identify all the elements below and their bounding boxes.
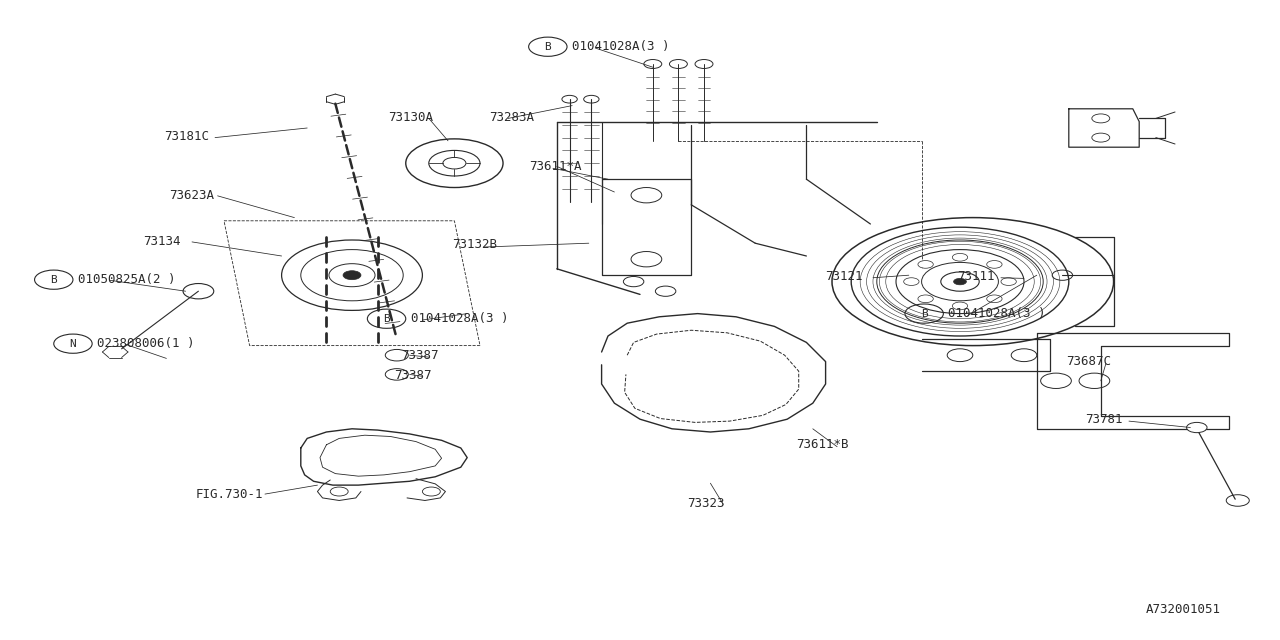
Text: 73323: 73323: [687, 497, 724, 509]
Text: 73134: 73134: [143, 236, 180, 248]
Circle shape: [987, 295, 1002, 303]
Circle shape: [1001, 278, 1016, 285]
Text: 73111: 73111: [957, 270, 995, 283]
Text: 01041028A(3 ): 01041028A(3 ): [411, 312, 508, 325]
Text: B: B: [50, 275, 58, 285]
Circle shape: [954, 278, 966, 285]
Text: 73687C: 73687C: [1066, 355, 1111, 368]
Text: 01041028A(3 ): 01041028A(3 ): [948, 307, 1046, 320]
Text: 73781: 73781: [1085, 413, 1123, 426]
Circle shape: [987, 260, 1002, 268]
Circle shape: [952, 253, 968, 261]
Text: A732001051: A732001051: [1146, 603, 1221, 616]
Text: N: N: [69, 339, 77, 349]
Text: FIG.730-1: FIG.730-1: [196, 488, 264, 500]
Text: 73623A: 73623A: [169, 189, 214, 202]
Text: 023808006(1 ): 023808006(1 ): [97, 337, 195, 350]
Text: 73387: 73387: [394, 369, 431, 381]
Circle shape: [1187, 422, 1207, 433]
Text: 73132B: 73132B: [452, 238, 497, 251]
Text: 73181C: 73181C: [164, 130, 209, 143]
Text: 73611*B: 73611*B: [796, 438, 849, 451]
Text: B: B: [544, 42, 552, 52]
Text: 01050825A(2 ): 01050825A(2 ): [78, 273, 175, 286]
Circle shape: [904, 278, 919, 285]
Text: 73121: 73121: [826, 270, 863, 283]
Text: 01041028A(3 ): 01041028A(3 ): [572, 40, 669, 53]
Circle shape: [952, 302, 968, 310]
Text: B: B: [383, 314, 390, 324]
Text: 73611*A: 73611*A: [529, 160, 581, 173]
Text: 73130A: 73130A: [388, 111, 433, 124]
Circle shape: [343, 271, 361, 280]
Circle shape: [918, 260, 933, 268]
Text: 73387: 73387: [401, 349, 438, 362]
Text: B: B: [920, 308, 928, 319]
Text: 73283A: 73283A: [489, 111, 534, 124]
Circle shape: [918, 295, 933, 303]
